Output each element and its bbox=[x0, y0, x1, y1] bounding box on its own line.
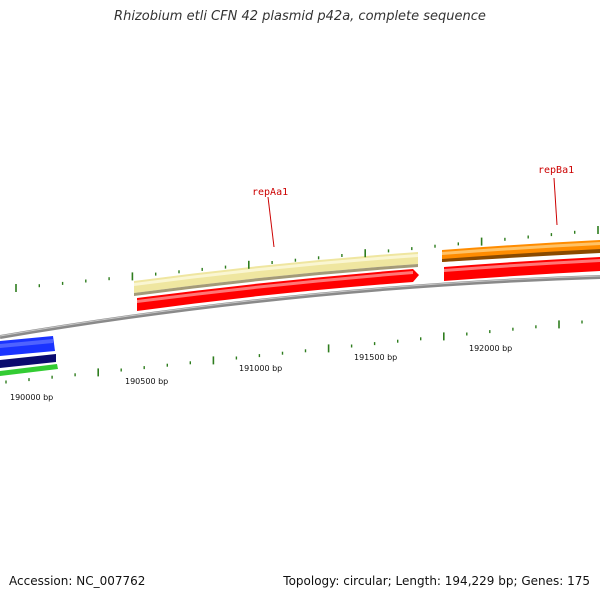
tick-marks-outer bbox=[15, 226, 599, 292]
map-title: Rhizobium etli CFN 42 plasmid p42a, comp… bbox=[114, 9, 486, 24]
tick-marks-inner bbox=[5, 320, 583, 384]
ruler-label-192000: 192000 bp bbox=[469, 344, 512, 353]
gene-label-pointer-repAa1 bbox=[267, 196, 275, 248]
gene-label-repAa1: repAa1 bbox=[252, 187, 288, 198]
gene-repBa1[interactable] bbox=[442, 240, 600, 262]
gene-label-pointer-repBa1 bbox=[553, 177, 558, 226]
gene-label-repBa1: repBa1 bbox=[538, 165, 574, 176]
backbone-arc bbox=[0, 275, 600, 339]
gene-green-left[interactable] bbox=[0, 364, 58, 376]
gene-red-reverse-1[interactable] bbox=[137, 269, 419, 311]
accession-label: Accession: NC_007762 bbox=[9, 574, 146, 588]
topology-summary: Topology: circular; Length: 194,229 bp; … bbox=[283, 574, 590, 588]
gene-repAa1[interactable] bbox=[134, 252, 418, 296]
ruler-label-190000: 190000 bp bbox=[10, 393, 53, 402]
gene-blue-left[interactable] bbox=[0, 336, 55, 356]
ruler-label-190500: 190500 bp bbox=[125, 377, 168, 386]
gene-navy-left[interactable] bbox=[0, 354, 56, 368]
ruler-label-191000: 191000 bp bbox=[239, 364, 282, 373]
gene-red-reverse-2[interactable] bbox=[444, 257, 600, 281]
ruler-label-191500: 191500 bp bbox=[354, 353, 397, 362]
